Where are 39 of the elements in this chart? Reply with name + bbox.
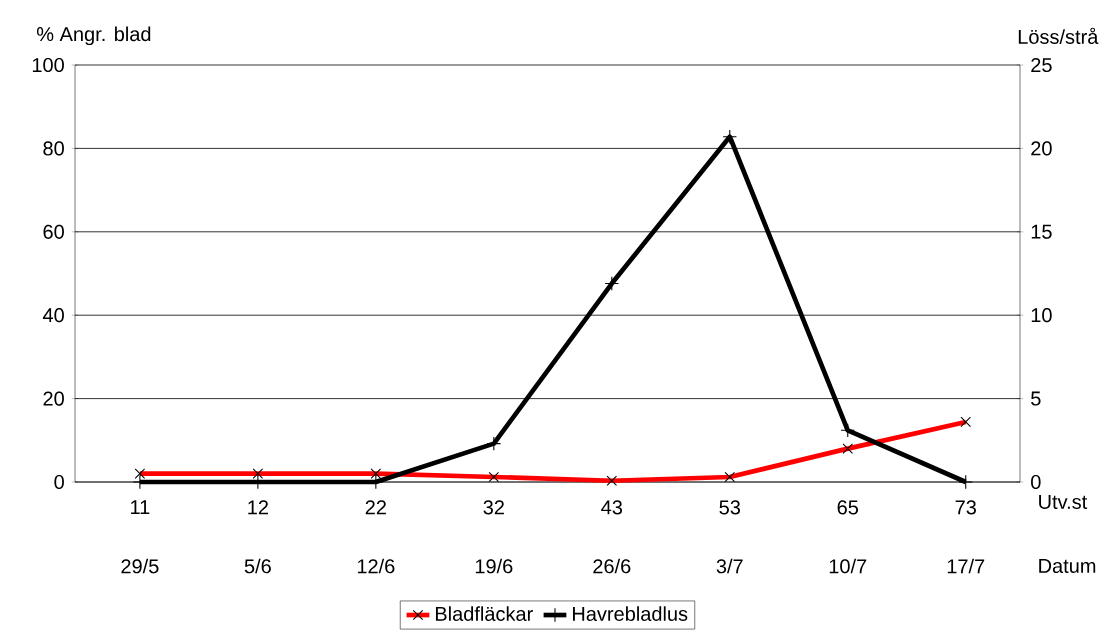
x-tick-label: 53 xyxy=(719,500,741,515)
point xyxy=(958,474,973,490)
x-tick-label: 12 xyxy=(248,500,268,515)
x-tick-label: 43 xyxy=(601,500,623,515)
legend-label: Bladfläckar xyxy=(435,606,533,621)
y2-tick-label: 15 xyxy=(1031,224,1052,239)
x-tick-label: 32 xyxy=(483,500,504,515)
y2-tick-label: 25 xyxy=(1031,57,1052,73)
y2-axis-title: Löss/strå xyxy=(1018,27,1099,44)
x-axis-title: Utv.st xyxy=(1039,495,1088,509)
text: 29/5 xyxy=(121,558,159,574)
point xyxy=(486,436,502,451)
text: Datum xyxy=(1039,559,1096,573)
y-tick-label: 20 xyxy=(43,391,64,406)
y-axis-title: % Angr. blad xyxy=(36,26,151,46)
y2-tick-label: 0 xyxy=(1031,474,1041,490)
y-tick-label: 0 xyxy=(54,474,64,490)
y-tick-label: 100 xyxy=(32,57,64,73)
text: 19/6 xyxy=(475,558,513,574)
text: 26/6 xyxy=(593,558,631,574)
x-tick-label: 11 xyxy=(131,500,150,515)
legend-label: Havrebladlus xyxy=(573,606,688,621)
x-tick-label: 22 xyxy=(365,500,386,515)
y-tick-label: 80 xyxy=(43,141,64,156)
y2-tick-label: 20 xyxy=(1031,141,1052,156)
x-tick-label: 73 xyxy=(955,500,976,515)
y-tick-label: 40 xyxy=(42,308,64,323)
point xyxy=(604,276,620,291)
y-tick-label: 60 xyxy=(43,224,64,239)
text: 5/6 xyxy=(244,558,271,574)
text: 12/6 xyxy=(357,558,395,574)
y2-tick-label: 5 xyxy=(1031,391,1041,406)
x-tick-label: 65 xyxy=(837,500,859,515)
text: 10/7 xyxy=(829,558,867,574)
text: 3/7 xyxy=(716,558,743,574)
point xyxy=(722,129,737,144)
point xyxy=(840,423,855,438)
text: 17/7 xyxy=(947,558,985,574)
y2-tick-label: 10 xyxy=(1031,308,1052,323)
